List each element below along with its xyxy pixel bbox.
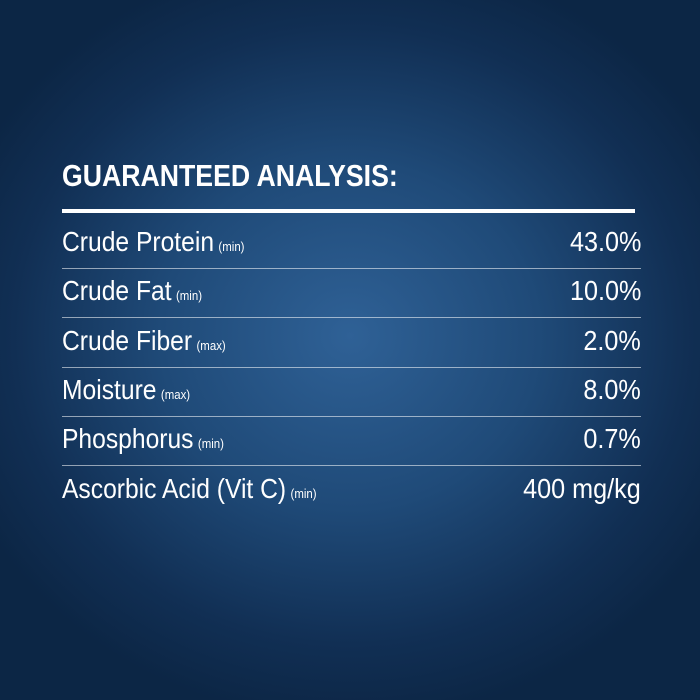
title-rule: [62, 209, 635, 213]
row-separator: [62, 268, 641, 269]
row-separator: [62, 415, 641, 417]
nutrient-name: Crude Fat: [62, 275, 172, 307]
nutrient-name: Crude Fiber: [62, 324, 193, 356]
nutrient-value: 0.7%: [583, 423, 641, 455]
nutrient-value: 2.0%: [583, 324, 641, 356]
analysis-row: Crude Protein (min) 43.0%: [62, 226, 641, 266]
nutrient-name: Ascorbic Acid (Vit C): [62, 472, 287, 504]
nutrient-value: 43.0%: [569, 226, 641, 257]
nutrient-label: Ascorbic Acid (Vit C) (min): [62, 473, 317, 505]
nutrient-value: 8.0%: [583, 373, 641, 405]
nutrient-label: Crude Protein (min): [62, 226, 244, 258]
row-separator: [62, 366, 641, 368]
analysis-row: Crude Fiber (max) 2.0%: [62, 325, 641, 365]
nutrient-name: Moisture: [62, 373, 157, 405]
nutrient-qualifier: (min): [290, 485, 317, 501]
nutrient-qualifier: (min): [197, 436, 224, 452]
row-separator: [62, 465, 641, 467]
nutrient-name: Crude Protein: [62, 226, 215, 257]
analysis-row: Moisture (max) 8.0%: [62, 374, 641, 414]
analysis-row: Phosphorus (min) 0.7%: [62, 423, 641, 463]
nutrient-value: 400 mg/kg: [523, 472, 641, 504]
nutrient-name: Phosphorus: [62, 423, 194, 455]
nutrient-label: Crude Fiber (max): [62, 325, 226, 357]
row-separator: [62, 317, 641, 319]
nutrient-qualifier: (min): [175, 288, 203, 304]
nutrient-label: Crude Fat (min): [62, 275, 202, 307]
nutrient-label: Moisture (max): [62, 374, 190, 406]
nutrient-qualifier: (min): [218, 239, 245, 254]
title: GUARANTEED ANALYSIS:: [62, 158, 398, 193]
analysis-row: Crude Fat (min) 10.0%: [62, 275, 641, 315]
analysis-row: Ascorbic Acid (Vit C) (min) 400 mg/kg: [62, 473, 641, 513]
nutrient-qualifier: (max): [196, 337, 226, 353]
nutrient-label: Phosphorus (min): [62, 423, 224, 455]
nutrient-value: 10.0%: [569, 275, 641, 307]
nutrient-qualifier: (max): [160, 386, 191, 402]
